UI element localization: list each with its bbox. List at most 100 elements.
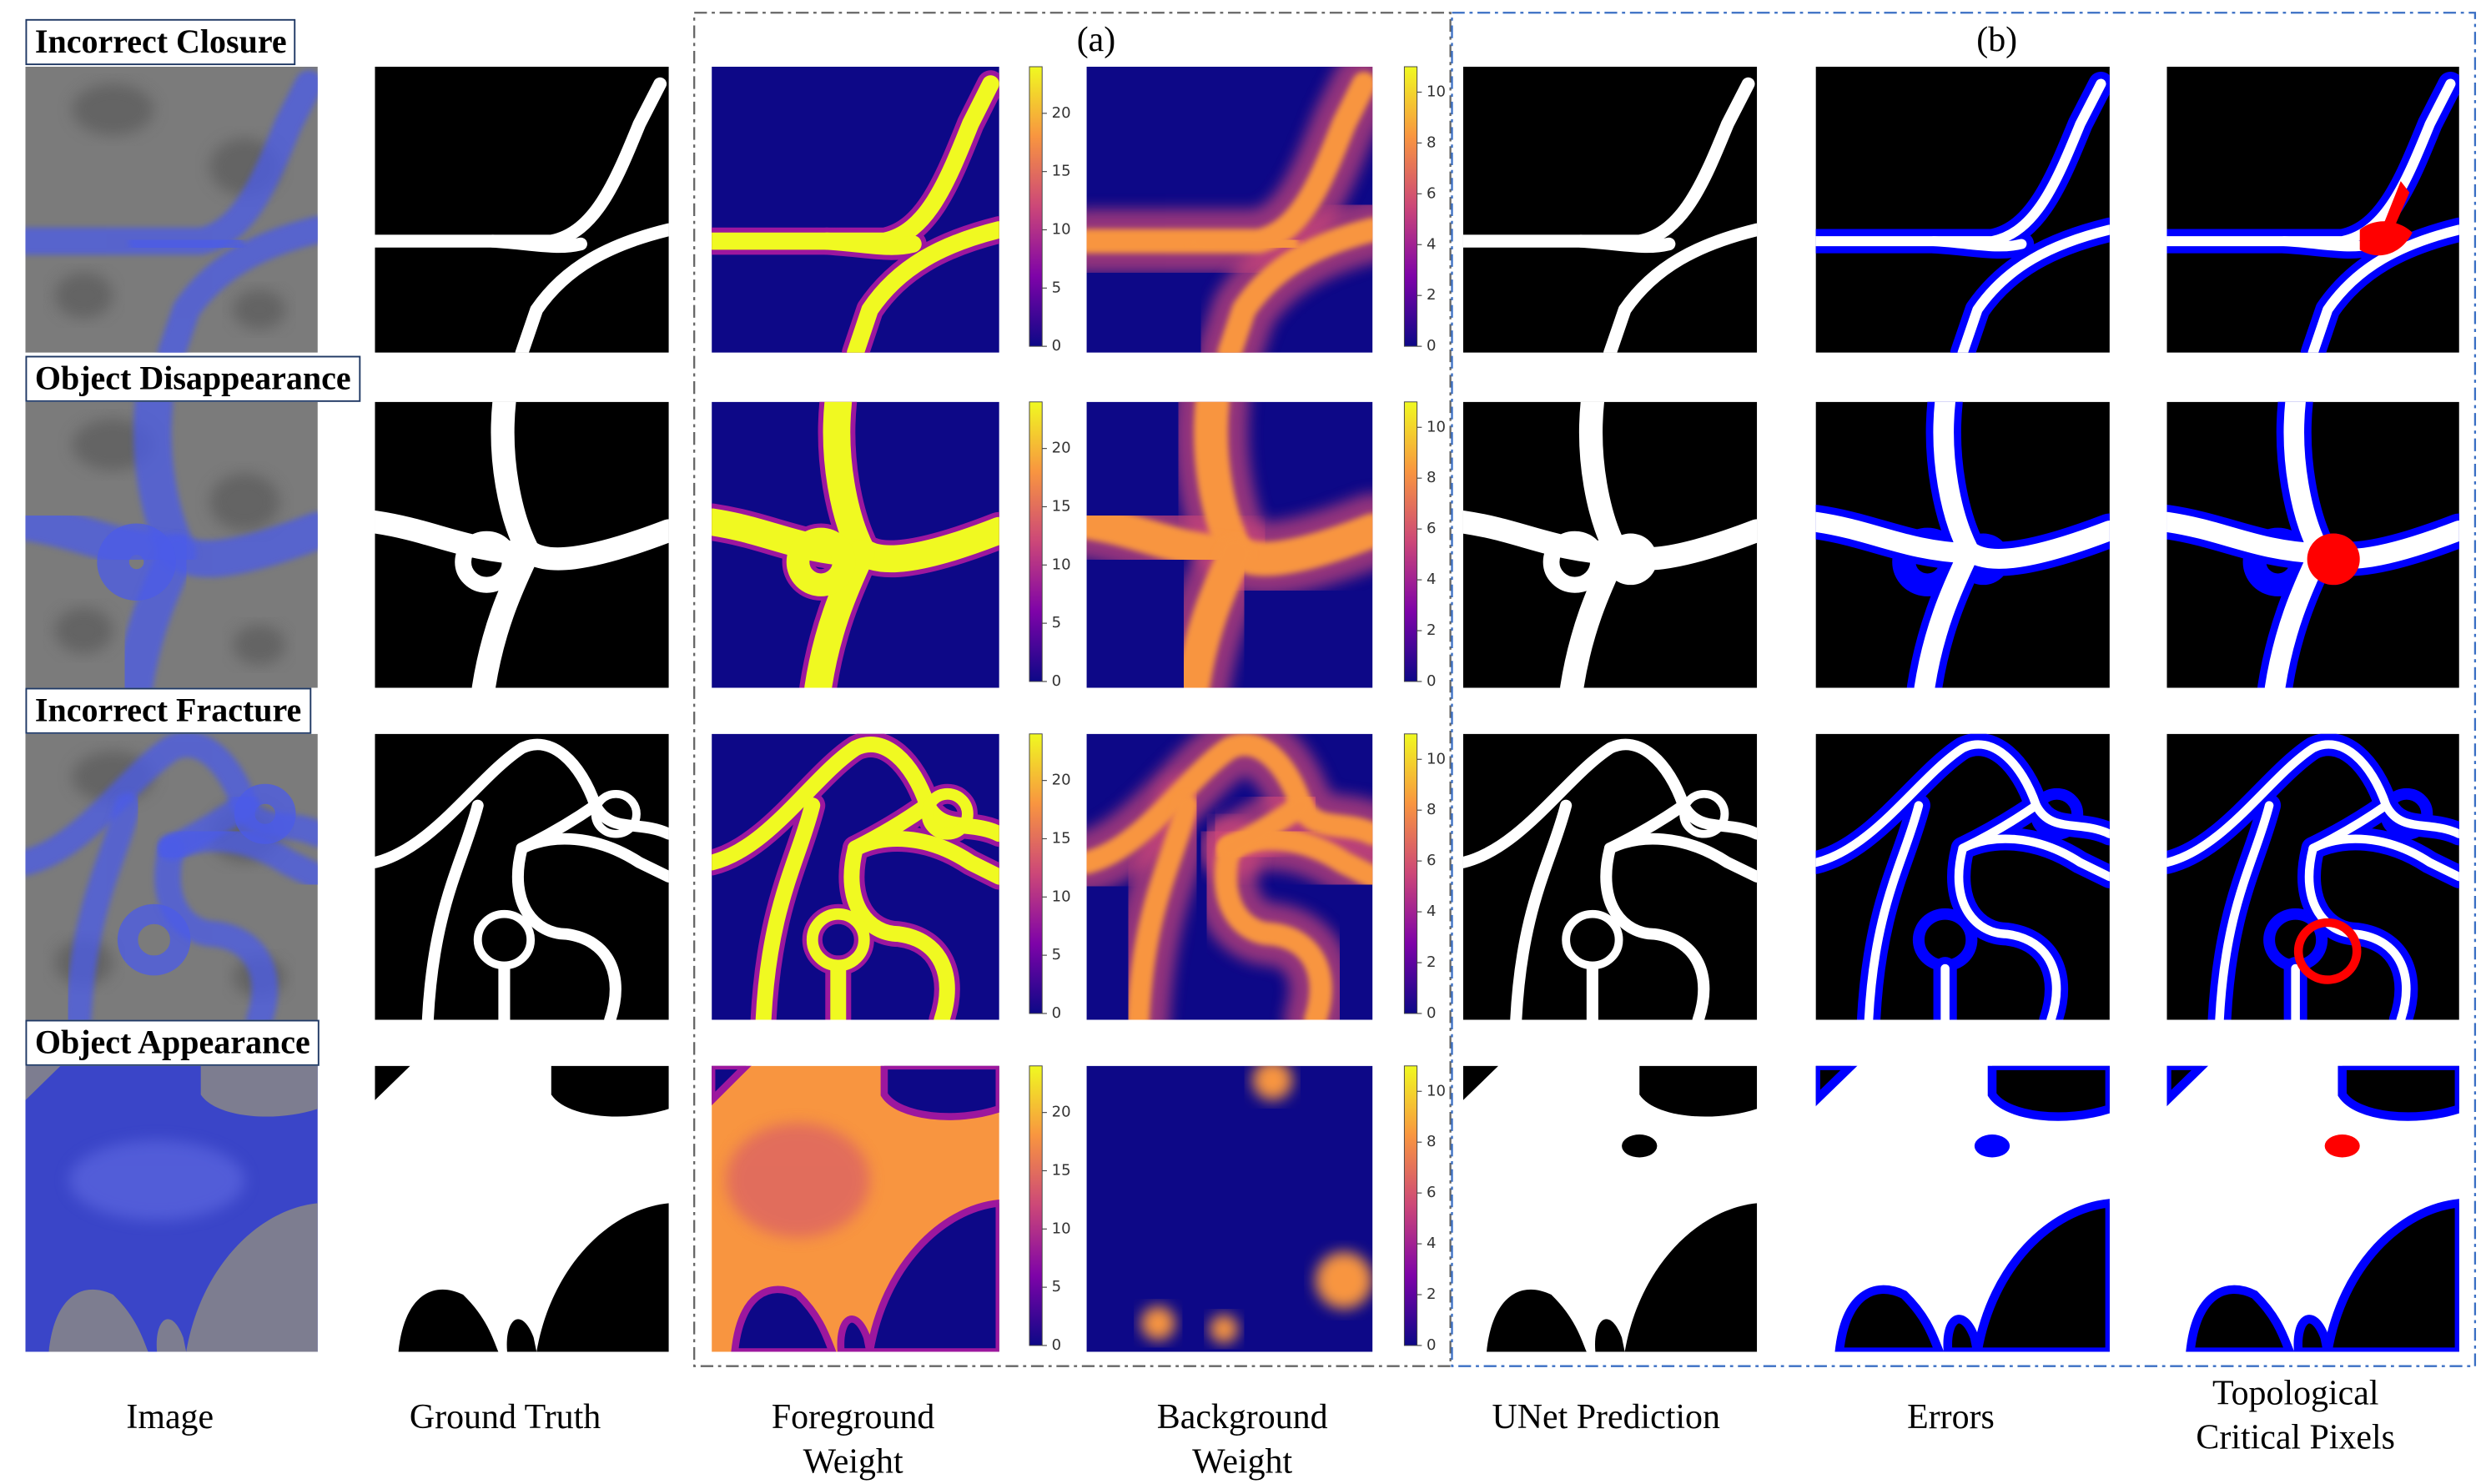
group-a-frame <box>693 12 1452 1367</box>
membrane <box>1957 224 2110 353</box>
membrane <box>516 799 601 854</box>
image-panel <box>1462 733 1758 1020</box>
membrane <box>1573 234 1676 254</box>
membrane <box>2278 236 2377 252</box>
image-panel <box>1086 401 1373 688</box>
region <box>156 1319 187 1352</box>
region <box>880 1065 999 1120</box>
colorbar-tick-label: 15 <box>1052 829 1071 847</box>
region <box>1487 1289 1587 1352</box>
column-label: Errors <box>1907 1396 1995 1436</box>
texture <box>72 83 154 136</box>
colorbar-tick-label: 5 <box>1052 614 1062 631</box>
panel-label: (a) <box>1076 18 1116 59</box>
membrane-ring <box>2030 787 2084 840</box>
membrane-ring <box>1562 909 1623 970</box>
membrane <box>1214 837 1332 1020</box>
region <box>2322 1199 2459 1352</box>
image-panel <box>25 1065 318 1352</box>
image-panel <box>25 66 318 353</box>
region <box>48 1289 148 1352</box>
image-panel <box>375 401 669 688</box>
column-label: Image <box>126 1396 214 1436</box>
membrane-ring <box>786 527 856 596</box>
membrane <box>1462 738 1758 868</box>
region <box>2166 1065 2208 1107</box>
region <box>25 1065 61 1100</box>
colorbar <box>1403 733 1418 1014</box>
membrane-ring <box>97 523 176 601</box>
region <box>186 1203 318 1352</box>
image-panel <box>1815 401 2110 688</box>
image-panel <box>375 66 669 353</box>
region <box>375 1065 410 1100</box>
colorbar <box>1403 401 1418 682</box>
colorbar-tick-label: 0 <box>1427 1004 1437 1022</box>
membrane <box>847 797 936 857</box>
membrane <box>515 223 669 353</box>
image-panel <box>712 1065 999 1352</box>
image-panel <box>1086 66 1373 353</box>
region <box>1815 1065 1858 1107</box>
colorbar <box>1029 733 1043 1014</box>
membrane <box>2307 224 2459 353</box>
membrane <box>1815 78 2106 247</box>
membrane <box>1189 229 1300 259</box>
membrane <box>421 799 484 1020</box>
colorbar-tick-label: 0 <box>1427 337 1437 355</box>
colorbar-tick-label: 8 <box>1427 1133 1437 1150</box>
critical-region <box>2359 181 2413 256</box>
region <box>1624 1203 1758 1352</box>
membrane <box>154 835 279 1020</box>
image-panel <box>25 733 318 1020</box>
colorbar-tick-label: 4 <box>1427 571 1437 588</box>
membrane <box>1954 843 2061 1020</box>
membrane <box>2166 740 2459 868</box>
membrane <box>1815 511 1980 564</box>
membrane <box>1510 799 1573 1020</box>
image-panel <box>1815 733 2110 1020</box>
texture <box>54 272 113 319</box>
region <box>731 1285 837 1352</box>
membrane <box>1218 793 1313 860</box>
image-panel <box>712 66 999 353</box>
colorbar-tick-label: 2 <box>1427 953 1437 971</box>
membrane <box>2215 801 2274 1020</box>
image-panel <box>712 401 999 688</box>
membrane <box>1086 505 1253 571</box>
row-label: Incorrect Fracture <box>25 687 311 734</box>
distance-glow <box>1140 1305 1175 1341</box>
colorbar-tick-label: 8 <box>1427 801 1437 818</box>
membrane-ring <box>591 789 641 838</box>
colorbar-tick-label: 0 <box>1052 1004 1062 1022</box>
colorbar-tick-label: 6 <box>1427 1184 1437 1201</box>
image-panel <box>2166 733 2459 1020</box>
colorbar-tick-label: 15 <box>1052 163 1071 180</box>
colorbar-tick-label: 20 <box>1052 104 1071 122</box>
colorbar <box>1403 1065 1418 1346</box>
image-panel <box>1462 66 1758 353</box>
colorbar-tick-label: 5 <box>1052 1278 1062 1295</box>
membrane-ring <box>1542 531 1607 593</box>
row-label: Object Appearance <box>25 1019 320 1066</box>
colorbar <box>1403 66 1418 347</box>
bg <box>1462 66 1758 353</box>
colorbar-tick-label: 10 <box>1052 556 1071 573</box>
colorbar-tick-label: 5 <box>1052 279 1062 296</box>
membrane-ring <box>921 787 974 840</box>
colorbar-tick-label: 20 <box>1052 440 1071 457</box>
colorbar-tick-label: 6 <box>1427 852 1437 869</box>
membrane <box>712 737 999 871</box>
colorbar-tick-label: 0 <box>1052 1336 1062 1354</box>
colorbar-tick-label: 4 <box>1427 903 1437 920</box>
membrane <box>511 843 621 1020</box>
membrane <box>1086 733 1373 874</box>
membrane-ring <box>117 903 191 976</box>
image-panel <box>1086 1065 1373 1352</box>
membrane <box>128 227 244 260</box>
critical-region <box>2307 533 2360 586</box>
colorbar-tick-label: 0 <box>1052 672 1062 690</box>
colorbar-tick-label: 2 <box>1427 621 1437 639</box>
colorbar-tick-label: 6 <box>1427 184 1437 202</box>
